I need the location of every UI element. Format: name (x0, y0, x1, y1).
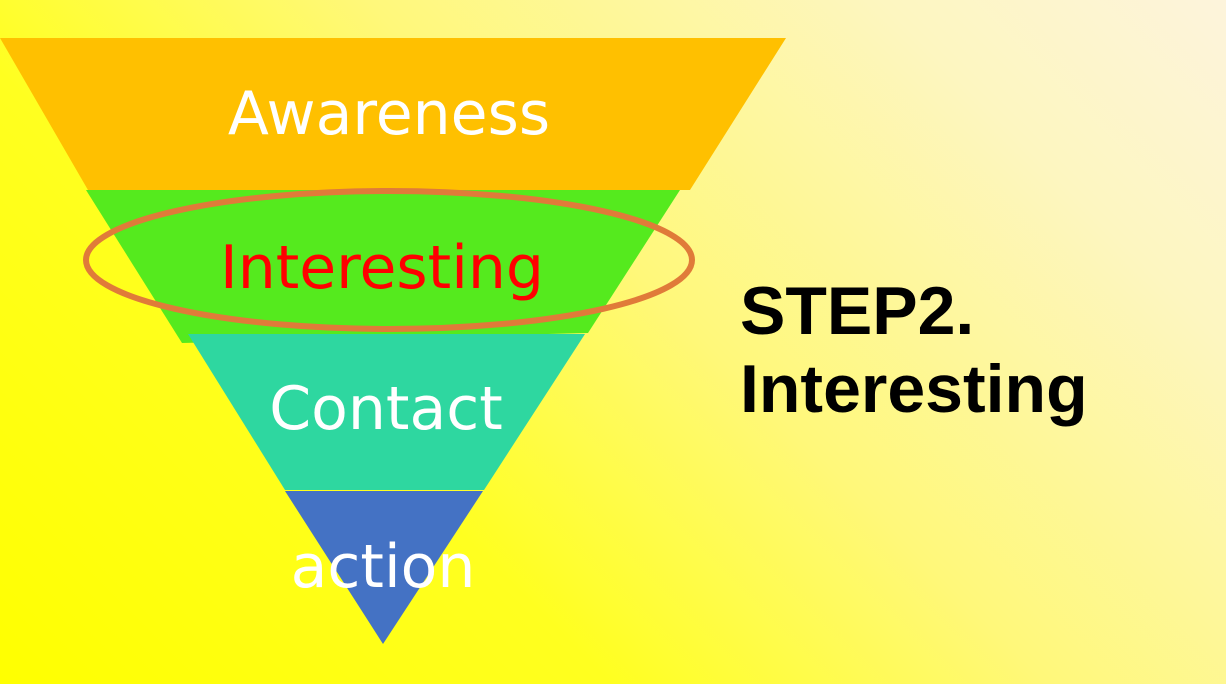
funnel-stage-awareness (0, 38, 786, 190)
funnel-stage-label-awareness: Awareness (228, 79, 550, 149)
funnel-stage-label-action: action (291, 532, 476, 602)
step-title: STEP2. Interesting (740, 272, 1088, 428)
funnel-stage-contact (188, 334, 585, 490)
step-name-label: Interesting (740, 351, 1088, 427)
funnel-stage-action (285, 491, 483, 644)
funnel-stage-label-interesting: Interesting (220, 233, 544, 303)
step-number-label: STEP2. (740, 273, 975, 349)
highlight-ellipse (83, 188, 695, 332)
funnel-stage-label-contact: Contact (269, 374, 502, 444)
funnel-stage-interesting (86, 190, 680, 343)
